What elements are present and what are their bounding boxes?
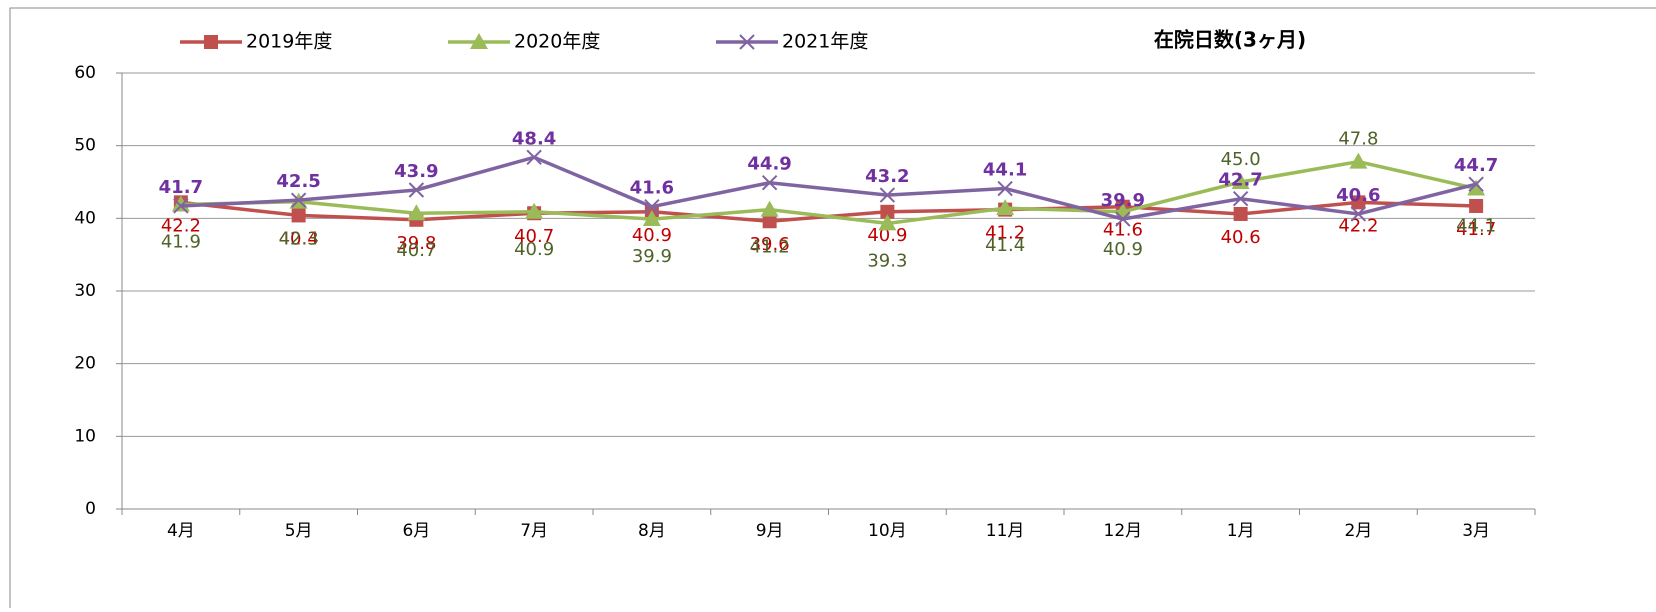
data-label: 42.2 bbox=[1338, 215, 1378, 236]
marker bbox=[880, 204, 895, 219]
marker bbox=[526, 149, 542, 166]
x-tick-label: 4月 bbox=[167, 521, 195, 541]
marker bbox=[1468, 176, 1484, 192]
marker bbox=[290, 192, 307, 208]
data-label: 40.9 bbox=[1103, 239, 1143, 260]
data-label: 39.3 bbox=[867, 250, 907, 271]
x-tick-label: 3月 bbox=[1462, 521, 1490, 541]
data-label: 40.9 bbox=[867, 225, 907, 246]
marker bbox=[1469, 198, 1484, 213]
marker bbox=[762, 214, 777, 229]
series-line bbox=[180, 155, 1477, 221]
data-label: 40.9 bbox=[514, 239, 554, 260]
marker bbox=[1231, 173, 1250, 189]
data-label: 43.2 bbox=[865, 166, 909, 187]
marker bbox=[407, 204, 426, 221]
data-label: 43.9 bbox=[394, 161, 438, 182]
marker bbox=[879, 187, 896, 203]
data-label: 44.7 bbox=[1454, 155, 1498, 176]
data-label: 47.8 bbox=[1338, 129, 1378, 150]
data-label: 39.9 bbox=[1101, 190, 1145, 211]
x-tick-label: 7月 bbox=[520, 521, 548, 541]
data-label: 44.1 bbox=[983, 160, 1027, 181]
y-tick-label: 40 bbox=[74, 208, 96, 228]
data-label: 41.2 bbox=[985, 223, 1025, 244]
chart-border bbox=[9, 7, 1656, 612]
data-label: 40.6 bbox=[1336, 185, 1380, 206]
data-label: 41.6 bbox=[1103, 220, 1143, 241]
x-tick-label: 8月 bbox=[638, 521, 666, 541]
data-label: 40.9 bbox=[632, 225, 672, 246]
marker bbox=[204, 35, 218, 49]
data-label: 42.5 bbox=[276, 171, 320, 192]
marker bbox=[1467, 179, 1486, 196]
marker bbox=[171, 195, 190, 212]
chart-title: 在院日数(3ヶ月) bbox=[1154, 28, 1306, 52]
data-label: 44.9 bbox=[747, 154, 791, 175]
x-tick-label: 11月 bbox=[986, 521, 1025, 541]
marker bbox=[1115, 211, 1131, 227]
legend-label: 2020年度 bbox=[514, 31, 600, 53]
marker bbox=[1351, 195, 1366, 210]
data-label: 44.1 bbox=[1456, 216, 1496, 237]
marker bbox=[760, 200, 779, 217]
marker bbox=[1349, 152, 1368, 169]
data-label: 41.9 bbox=[161, 232, 201, 253]
data-label: 40.6 bbox=[1221, 227, 1261, 248]
marker bbox=[470, 33, 488, 49]
data-label: 40.7 bbox=[514, 226, 554, 247]
x-tick-label: 10月 bbox=[868, 521, 907, 541]
marker bbox=[525, 202, 544, 219]
x-tick-label: 1月 bbox=[1227, 521, 1255, 541]
y-tick-label: 30 bbox=[74, 281, 96, 301]
data-label: 48.4 bbox=[512, 128, 556, 149]
data-label: 40.7 bbox=[396, 240, 436, 261]
x-tick-label: 5月 bbox=[285, 521, 313, 541]
legend-label: 2019年度 bbox=[246, 31, 332, 53]
data-label: 39.8 bbox=[396, 233, 436, 254]
marker bbox=[878, 214, 897, 231]
marker bbox=[291, 208, 306, 223]
data-label: 40.4 bbox=[279, 228, 319, 249]
y-tick-label: 20 bbox=[74, 354, 96, 374]
data-label: 41.7 bbox=[159, 177, 203, 198]
data-label: 41.7 bbox=[1456, 219, 1496, 240]
marker bbox=[1232, 191, 1249, 207]
data-label: 41.2 bbox=[750, 237, 790, 258]
x-tick-label: 2月 bbox=[1344, 521, 1372, 541]
x-tick-label: 12月 bbox=[1104, 521, 1143, 541]
marker bbox=[642, 210, 661, 227]
y-tick-label: 50 bbox=[74, 136, 96, 156]
y-tick-label: 0 bbox=[85, 499, 96, 519]
x-tick-label: 9月 bbox=[756, 521, 784, 541]
legend-label: 2021年度 bbox=[782, 31, 868, 53]
y-tick-label: 10 bbox=[74, 426, 96, 446]
x-tick-label: 6月 bbox=[402, 521, 430, 541]
y-tick-label: 60 bbox=[74, 63, 96, 83]
marker bbox=[1233, 206, 1248, 221]
marker bbox=[1350, 206, 1367, 222]
data-label: 45.0 bbox=[1221, 149, 1261, 170]
marker bbox=[644, 198, 660, 215]
data-label: 42.7 bbox=[1218, 170, 1262, 191]
marker bbox=[408, 182, 425, 198]
marker bbox=[739, 34, 755, 50]
data-label: 42.3 bbox=[279, 229, 319, 250]
data-label: 39.6 bbox=[750, 234, 790, 255]
marker bbox=[997, 180, 1013, 197]
marker bbox=[761, 175, 778, 191]
data-label: 39.9 bbox=[632, 246, 672, 267]
data-label: 41.6 bbox=[630, 178, 674, 199]
data-label: 41.4 bbox=[985, 235, 1025, 256]
series-line bbox=[180, 159, 1477, 226]
marker bbox=[173, 198, 189, 214]
marker bbox=[996, 199, 1015, 216]
data-label: 42.2 bbox=[161, 215, 201, 236]
